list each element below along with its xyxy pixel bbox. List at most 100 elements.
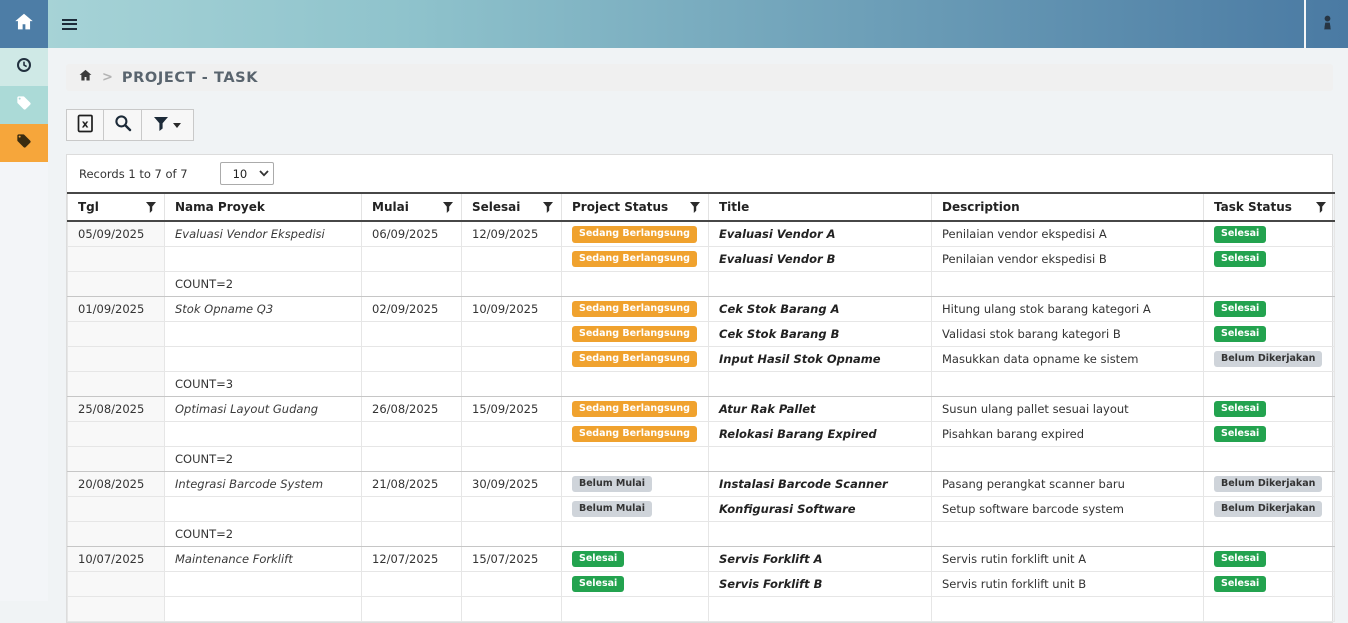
column-header-selesai: Selesai (462, 193, 562, 221)
status-badge: Selesai (572, 576, 624, 593)
table-row: Sedang BerlangsungEvaluasi Vendor BPenil… (68, 246, 1335, 271)
search-icon (114, 114, 132, 136)
status-badge: Sedang Berlangsung (572, 351, 697, 368)
table-row: 10/07/2025Maintenance Forklift12/07/2025… (68, 546, 1335, 571)
column-header-mulai: Mulai (362, 193, 462, 221)
cell-project-status: Sedang Berlangsung (562, 296, 709, 321)
cell-selesai: 15/09/2025 (462, 396, 562, 421)
cell-mulai: 26/08/2025 (362, 396, 462, 421)
status-badge: Selesai (1214, 401, 1266, 418)
column-header-title: Title (709, 193, 932, 221)
cell-description (932, 596, 1204, 621)
cell-mulai (362, 371, 462, 396)
breadcrumb: > PROJECT - TASK (66, 64, 1333, 91)
funnel-icon (154, 116, 168, 135)
table-row: Sedang BerlangsungRelokasi Barang Expire… (68, 421, 1335, 446)
cell-description: Pasang perangkat scanner baru (932, 471, 1204, 496)
cell-task-status: Belum Dikerjakan (1204, 496, 1335, 521)
table-row: Selesai Servis Forklift BServis rutin for… (68, 571, 1335, 596)
column-label: Selesai (472, 200, 520, 214)
cell-project-status: Belum Mulai (562, 471, 709, 496)
sidebar-item-tags[interactable] (0, 86, 48, 124)
status-badge: Selesai (1214, 226, 1266, 243)
task-table-header-row: Tgl Nama Proyek Mulai Selesai Project Status… (68, 193, 1335, 221)
cell-task-status (1204, 371, 1335, 396)
status-badge: Selesai (1214, 426, 1266, 443)
breadcrumb-home-icon[interactable] (78, 68, 93, 87)
column-label: Task Status (1214, 200, 1292, 214)
export-excel-button[interactable]: x (66, 109, 104, 141)
cell-description (932, 521, 1204, 546)
page-title: PROJECT - TASK (122, 70, 258, 86)
cell-nama-proyek: Optimasi Layout Gudang (165, 396, 362, 421)
sidebar-item-project-task[interactable] (0, 124, 48, 162)
status-badge: Selesai (1214, 326, 1266, 343)
cell-tgl (68, 321, 165, 346)
sidebar-toggle-button[interactable] (48, 0, 90, 48)
cell-selesai (462, 521, 562, 546)
count-row: COUNT=2 (68, 521, 1335, 546)
sidebar-item-clock[interactable] (0, 48, 48, 86)
cell-task-status: Selesai (1204, 571, 1335, 596)
cell-mulai (362, 246, 462, 271)
task-table: Tgl Nama Proyek Mulai Selesai Project Status… (67, 192, 1335, 622)
cell-tgl: 25/08/2025 (68, 396, 165, 421)
status-badge: Sedang Berlangsung (572, 251, 697, 268)
cell-task-status (1204, 596, 1335, 621)
page-size-select[interactable]: 10 (220, 162, 274, 185)
cell-mulai: 12/07/2025 (362, 546, 462, 571)
cell-description: Penilaian vendor ekspedisi B (932, 246, 1204, 271)
filter-icon[interactable] (690, 202, 700, 216)
count-row: COUNT=2 (68, 271, 1335, 296)
column-label: Nama Proyek (175, 200, 265, 214)
status-badge: Sedang Berlangsung (572, 426, 697, 443)
column-label: Tgl (78, 200, 99, 214)
cell-tgl (68, 571, 165, 596)
column-label: Project Status (572, 200, 668, 214)
column-header-nama-proyek: Nama Proyek (165, 193, 362, 221)
cell-mulai (362, 496, 462, 521)
cell-mulai (362, 521, 462, 546)
search-button[interactable] (104, 109, 142, 141)
status-badge: Selesai (1214, 251, 1266, 268)
status-badge: Belum Mulai (572, 501, 652, 518)
cell-project-status: Sedang Berlangsung (562, 321, 709, 346)
cell-mulai: 06/09/2025 (362, 221, 462, 246)
cell-task-status: Selesai (1204, 421, 1335, 446)
cell-tgl: 10/07/2025 (68, 546, 165, 571)
tag-icon (16, 95, 32, 115)
cell-tgl: 20/08/2025 (68, 471, 165, 496)
cell-tgl (68, 521, 165, 546)
filter-icon[interactable] (443, 202, 453, 216)
cell-tgl (68, 446, 165, 471)
cell-title: Servis Forklift B (709, 571, 932, 596)
cell-selesai: 30/09/2025 (462, 471, 562, 496)
filter-dropdown-button[interactable] (142, 109, 194, 141)
cell-selesai (462, 446, 562, 471)
cell-description: Servis rutin forklift unit B (932, 571, 1204, 596)
filter-icon[interactable] (146, 202, 156, 216)
cell-project-status: Sedang Berlangsung (562, 421, 709, 446)
cell-selesai (462, 246, 562, 271)
home-button[interactable] (0, 0, 48, 48)
cell-mulai (362, 421, 462, 446)
filter-icon[interactable] (1316, 202, 1326, 216)
cell-selesai (462, 321, 562, 346)
user-menu-button[interactable] (1304, 0, 1348, 48)
cell-title (709, 371, 932, 396)
filter-icon[interactable] (543, 202, 553, 216)
table-row: 20/08/2025Integrasi Barcode System21/08/… (68, 471, 1335, 496)
sidebar (0, 48, 48, 601)
table-row: 05/09/2025Evaluasi Vendor Ekspedisi06/09… (68, 221, 1335, 246)
tag-icon (16, 133, 32, 153)
cell-selesai (462, 371, 562, 396)
cell-task-status (1204, 446, 1335, 471)
cell-nama-proyek: Integrasi Barcode System (165, 471, 362, 496)
cell-nama-proyek (165, 346, 362, 371)
cell-project-status (562, 271, 709, 296)
cell-selesai (462, 496, 562, 521)
cell-tgl (68, 496, 165, 521)
cell-mulai (362, 271, 462, 296)
cell-nama-proyek: Evaluasi Vendor Ekspedisi (165, 221, 362, 246)
cell-project-status (562, 446, 709, 471)
